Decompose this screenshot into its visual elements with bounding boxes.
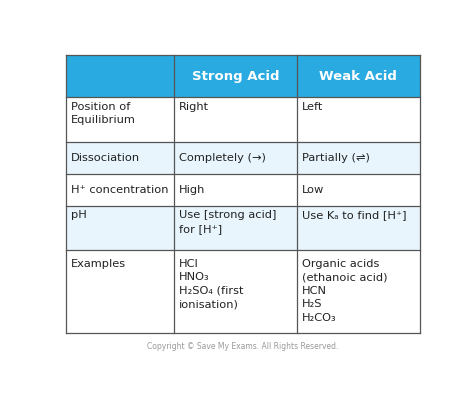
- Text: HCl
HNO₃
H₂SO₄ (first
ionisation): HCl HNO₃ H₂SO₄ (first ionisation): [179, 259, 243, 309]
- Text: H⁺ concentration: H⁺ concentration: [71, 185, 168, 195]
- Text: pH: pH: [71, 210, 87, 220]
- Text: Use [strong acid]
for [H⁺]: Use [strong acid] for [H⁺]: [179, 210, 276, 234]
- Bar: [297, 97, 420, 142]
- Text: Partially (⇌): Partially (⇌): [301, 153, 369, 163]
- Text: Position of
Equilibrium: Position of Equilibrium: [71, 101, 136, 125]
- Bar: [174, 250, 297, 334]
- Bar: [174, 97, 297, 142]
- Bar: [174, 142, 297, 174]
- Text: Right: Right: [179, 101, 209, 111]
- Text: Weak Acid: Weak Acid: [319, 70, 397, 83]
- Bar: [66, 142, 174, 174]
- Bar: [297, 205, 420, 250]
- Text: Organic acids
(ethanoic acid)
HCN
H₂S
H₂CO₃: Organic acids (ethanoic acid) HCN H₂S H₂…: [301, 259, 387, 323]
- Text: Examples: Examples: [71, 259, 126, 269]
- Bar: [66, 97, 174, 142]
- Text: Strong Acid: Strong Acid: [191, 70, 279, 83]
- Text: Low: Low: [301, 185, 324, 195]
- Bar: [174, 174, 297, 205]
- Bar: [174, 205, 297, 250]
- Text: Use Kₐ to find [H⁺]: Use Kₐ to find [H⁺]: [301, 210, 406, 220]
- Bar: [66, 250, 174, 334]
- Bar: [66, 55, 420, 97]
- Text: Left: Left: [301, 101, 323, 111]
- Text: Copyright © Save My Exams. All Rights Reserved.: Copyright © Save My Exams. All Rights Re…: [147, 342, 338, 351]
- Text: Completely (→): Completely (→): [179, 153, 265, 163]
- Bar: [297, 250, 420, 334]
- Bar: [66, 205, 174, 250]
- Bar: [66, 174, 174, 205]
- Text: High: High: [179, 185, 205, 195]
- Bar: [297, 142, 420, 174]
- Bar: [297, 174, 420, 205]
- Text: Dissociation: Dissociation: [71, 153, 140, 163]
